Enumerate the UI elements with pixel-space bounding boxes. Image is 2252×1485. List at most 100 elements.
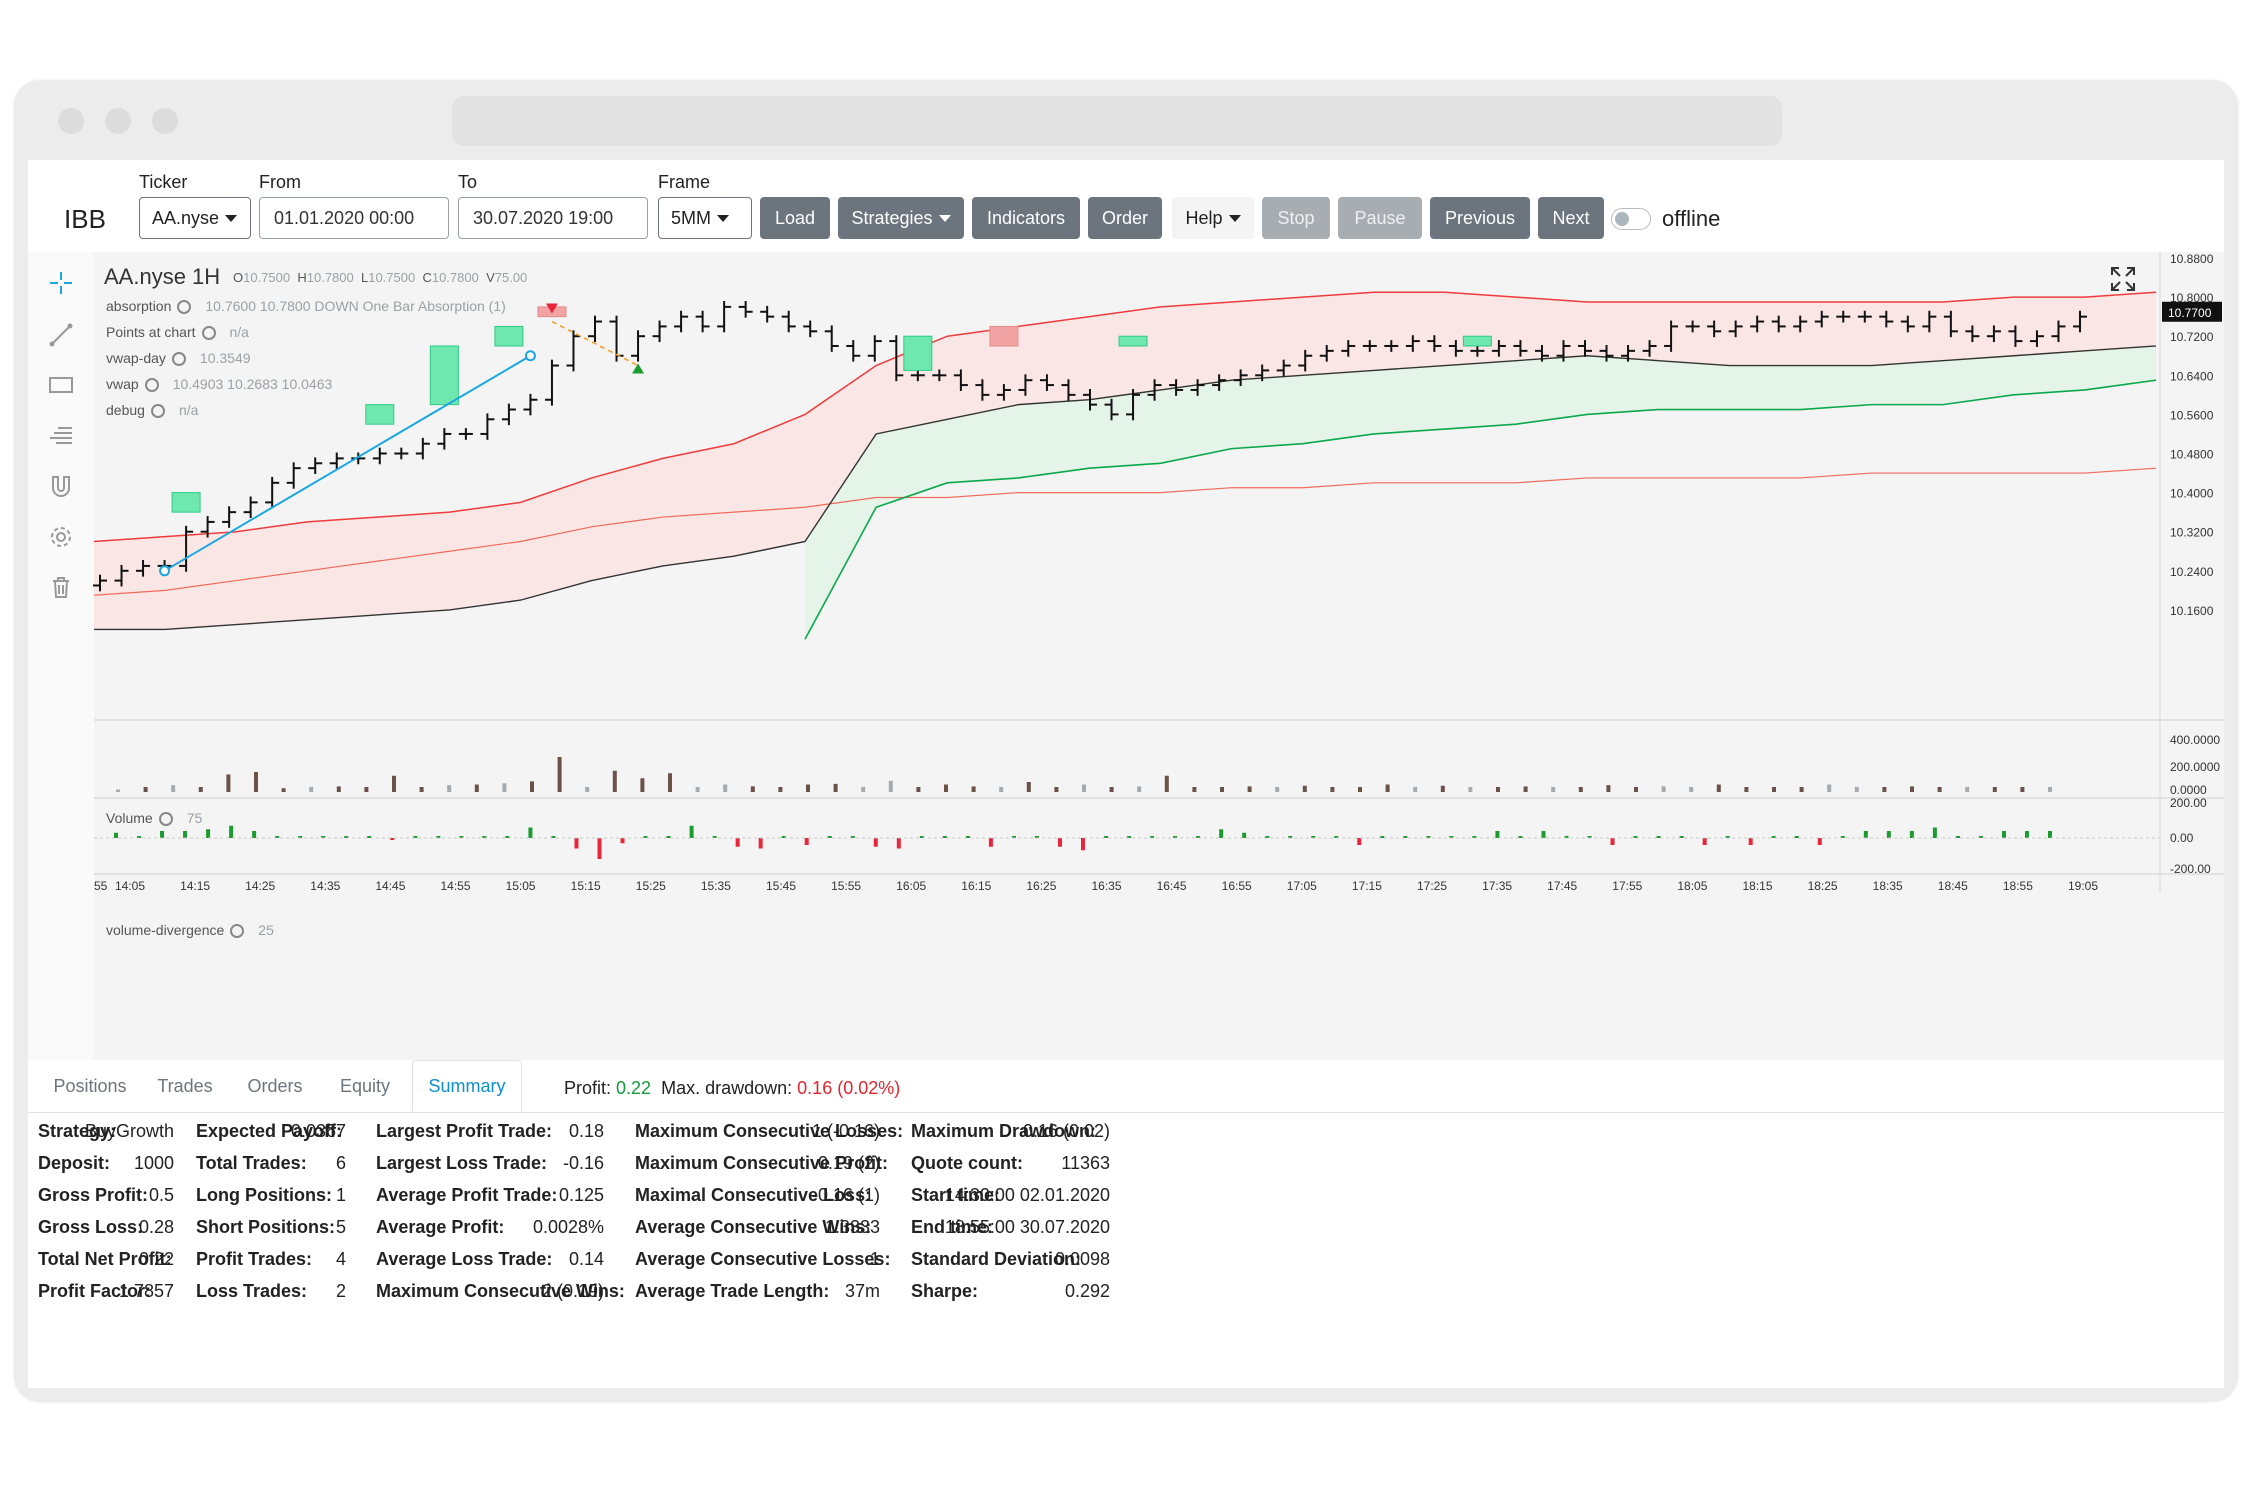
volume-bar bbox=[1385, 784, 1390, 792]
time-tick-label: 18:25 bbox=[1808, 879, 1838, 893]
last-price-tag bbox=[2162, 301, 2222, 322]
tab-positions[interactable]: Positions bbox=[53, 1075, 127, 1096]
to-date-input[interactable]: 30.07.2020 19:00 bbox=[458, 197, 648, 239]
indicators-button[interactable]: Indicators bbox=[972, 197, 1080, 239]
indicator-legend-vwap[interactable]: vwap 10.4903 10.2683 10.0463 bbox=[106, 376, 332, 392]
volume-bar bbox=[1137, 786, 1142, 792]
stat-row: Short Positions: 5 bbox=[196, 1217, 346, 1238]
trade-link-line bbox=[551, 320, 639, 367]
drawdown-value: 0.16 (0.02%) bbox=[797, 1078, 901, 1098]
indicator-legend-points[interactable]: Points at chart n/a bbox=[106, 324, 249, 340]
offline-label: offline bbox=[1662, 206, 1721, 231]
load-button[interactable]: Load bbox=[760, 197, 830, 239]
time-tick-label: 14:55 bbox=[440, 879, 470, 893]
offline-toggle[interactable] bbox=[1611, 208, 1651, 230]
stat-value: 2 bbox=[335, 1281, 346, 1301]
window-close-dot[interactable] bbox=[58, 108, 84, 134]
gear-icon[interactable] bbox=[177, 300, 192, 314]
fullscreen-expand-icon[interactable] bbox=[2110, 266, 2136, 292]
volume-bar bbox=[474, 784, 479, 792]
stat-value: 1 bbox=[869, 1249, 880, 1269]
gear-icon[interactable] bbox=[158, 812, 173, 826]
window-minimize-dot[interactable] bbox=[105, 108, 131, 134]
from-date-input[interactable]: 01.01.2020 00:00 bbox=[259, 197, 449, 239]
crosshair-icon[interactable] bbox=[48, 270, 74, 296]
gear-icon[interactable] bbox=[201, 326, 216, 340]
stat-row: Gross Profit: 0.5 bbox=[38, 1185, 174, 1206]
divergence-bar bbox=[1265, 836, 1270, 838]
divergence-bar bbox=[1219, 829, 1224, 838]
divergence-bar bbox=[735, 838, 740, 847]
high-label: H bbox=[297, 270, 307, 285]
ohlc-readout: O10.7500 H10.7800 L10.7500 C10.7800 V75.… bbox=[233, 270, 527, 285]
toolbar: IBB Ticker AA.nyse From 01.01.2020 00:00… bbox=[28, 160, 2224, 252]
divergence-bar bbox=[919, 836, 924, 838]
frame-select[interactable]: 5MM bbox=[658, 197, 752, 239]
next-button[interactable]: Next bbox=[1538, 197, 1604, 239]
volume-bar bbox=[1054, 787, 1059, 792]
divergence-bar bbox=[1794, 836, 1799, 838]
volume-pane-legend[interactable]: Volume 75 bbox=[106, 810, 202, 826]
close-value: 10.7800 bbox=[431, 270, 479, 285]
stat-label: Profit Trades: bbox=[196, 1249, 313, 1269]
stat-label: Average Profit Trade: bbox=[376, 1185, 558, 1205]
stat-value: -0.16 (1) bbox=[811, 1185, 880, 1205]
volume-bar bbox=[585, 787, 590, 792]
app-window: IBB Ticker AA.nyse From 01.01.2020 00:00… bbox=[28, 160, 2224, 1388]
volume-bar bbox=[2020, 787, 2025, 792]
price-tick-label: 10.4000 bbox=[2170, 487, 2214, 501]
stat-label: Largest Profit Trade: bbox=[376, 1121, 553, 1141]
tab-equity[interactable]: Equity bbox=[339, 1075, 391, 1096]
stop-button[interactable]: Stop bbox=[1262, 197, 1330, 239]
price-chart[interactable]: 10.8800 10.8000 10.7200 10.6400 10.5600 10.48… bbox=[28, 252, 2224, 1060]
tab-trades[interactable]: Trades bbox=[157, 1075, 213, 1096]
divergence-bar bbox=[1288, 836, 1293, 838]
address-bar[interactable] bbox=[452, 96, 1782, 146]
rectangle-tool-icon[interactable] bbox=[48, 372, 74, 398]
trash-icon[interactable] bbox=[48, 574, 74, 600]
divergence-bar bbox=[1034, 836, 1039, 838]
stat-label: Gross Loss: bbox=[38, 1217, 144, 1237]
divergence-bar bbox=[712, 836, 717, 838]
divergence-bar bbox=[988, 838, 993, 847]
upper-band-fill bbox=[94, 292, 2156, 630]
indicator-values: 10.3549 bbox=[199, 350, 251, 366]
stat-row: Maximum Consecutive Profit: 0.19 (2) bbox=[635, 1153, 888, 1174]
pause-button[interactable]: Pause bbox=[1338, 197, 1422, 239]
chevron-down-icon bbox=[717, 214, 729, 222]
divergence-bar bbox=[1357, 838, 1362, 845]
trendline-tool-icon[interactable] bbox=[48, 322, 74, 348]
help-button[interactable]: Help bbox=[1172, 197, 1254, 239]
divergence-tick-label: 200.00 bbox=[2170, 796, 2207, 810]
indicator-legend-absorption[interactable]: absorption 10.7600 10.7800 DOWN One Bar A… bbox=[106, 298, 506, 314]
gear-icon[interactable] bbox=[171, 352, 186, 366]
indicator-legend-debug[interactable]: debug n/a bbox=[106, 402, 198, 418]
order-button[interactable]: Order bbox=[1088, 197, 1162, 239]
window-maximize-dot[interactable] bbox=[152, 108, 178, 134]
volume-bar bbox=[1220, 787, 1224, 792]
divergence-bar bbox=[528, 827, 533, 838]
previous-button[interactable]: Previous bbox=[1430, 197, 1530, 239]
stat-label: Standard Deviation: bbox=[911, 1249, 1082, 1269]
ticker-label: Ticker bbox=[139, 172, 188, 192]
stat-label: Start time: bbox=[911, 1185, 1001, 1205]
gear-icon[interactable] bbox=[150, 404, 165, 418]
stat-label: Maximum Consecutive Losses: bbox=[635, 1121, 904, 1141]
settings-gear-icon[interactable] bbox=[48, 524, 74, 550]
ticker-select[interactable]: AA.nyse bbox=[139, 197, 251, 239]
gear-icon[interactable] bbox=[144, 378, 159, 392]
divergence-bar bbox=[1863, 831, 1868, 838]
tab-summary[interactable]: Summary bbox=[412, 1060, 522, 1112]
fibonacci-tool-icon[interactable] bbox=[48, 422, 74, 448]
stat-label: Sharpe: bbox=[911, 1281, 979, 1301]
stat-row: Expected Payoff: 0.0367 bbox=[196, 1121, 346, 1142]
magnet-icon[interactable] bbox=[48, 474, 74, 500]
divergence-bar bbox=[873, 838, 878, 847]
divergence-pane-legend[interactable]: volume-divergence 25 bbox=[106, 922, 274, 938]
volume-bar bbox=[1413, 787, 1418, 792]
tab-orders[interactable]: Orders bbox=[247, 1075, 303, 1096]
divergence-bar bbox=[620, 838, 625, 844]
gear-icon[interactable] bbox=[230, 924, 245, 938]
strategies-button[interactable]: Strategies bbox=[838, 197, 964, 239]
indicator-legend-vwap-day[interactable]: vwap-day 10.3549 bbox=[106, 350, 251, 366]
